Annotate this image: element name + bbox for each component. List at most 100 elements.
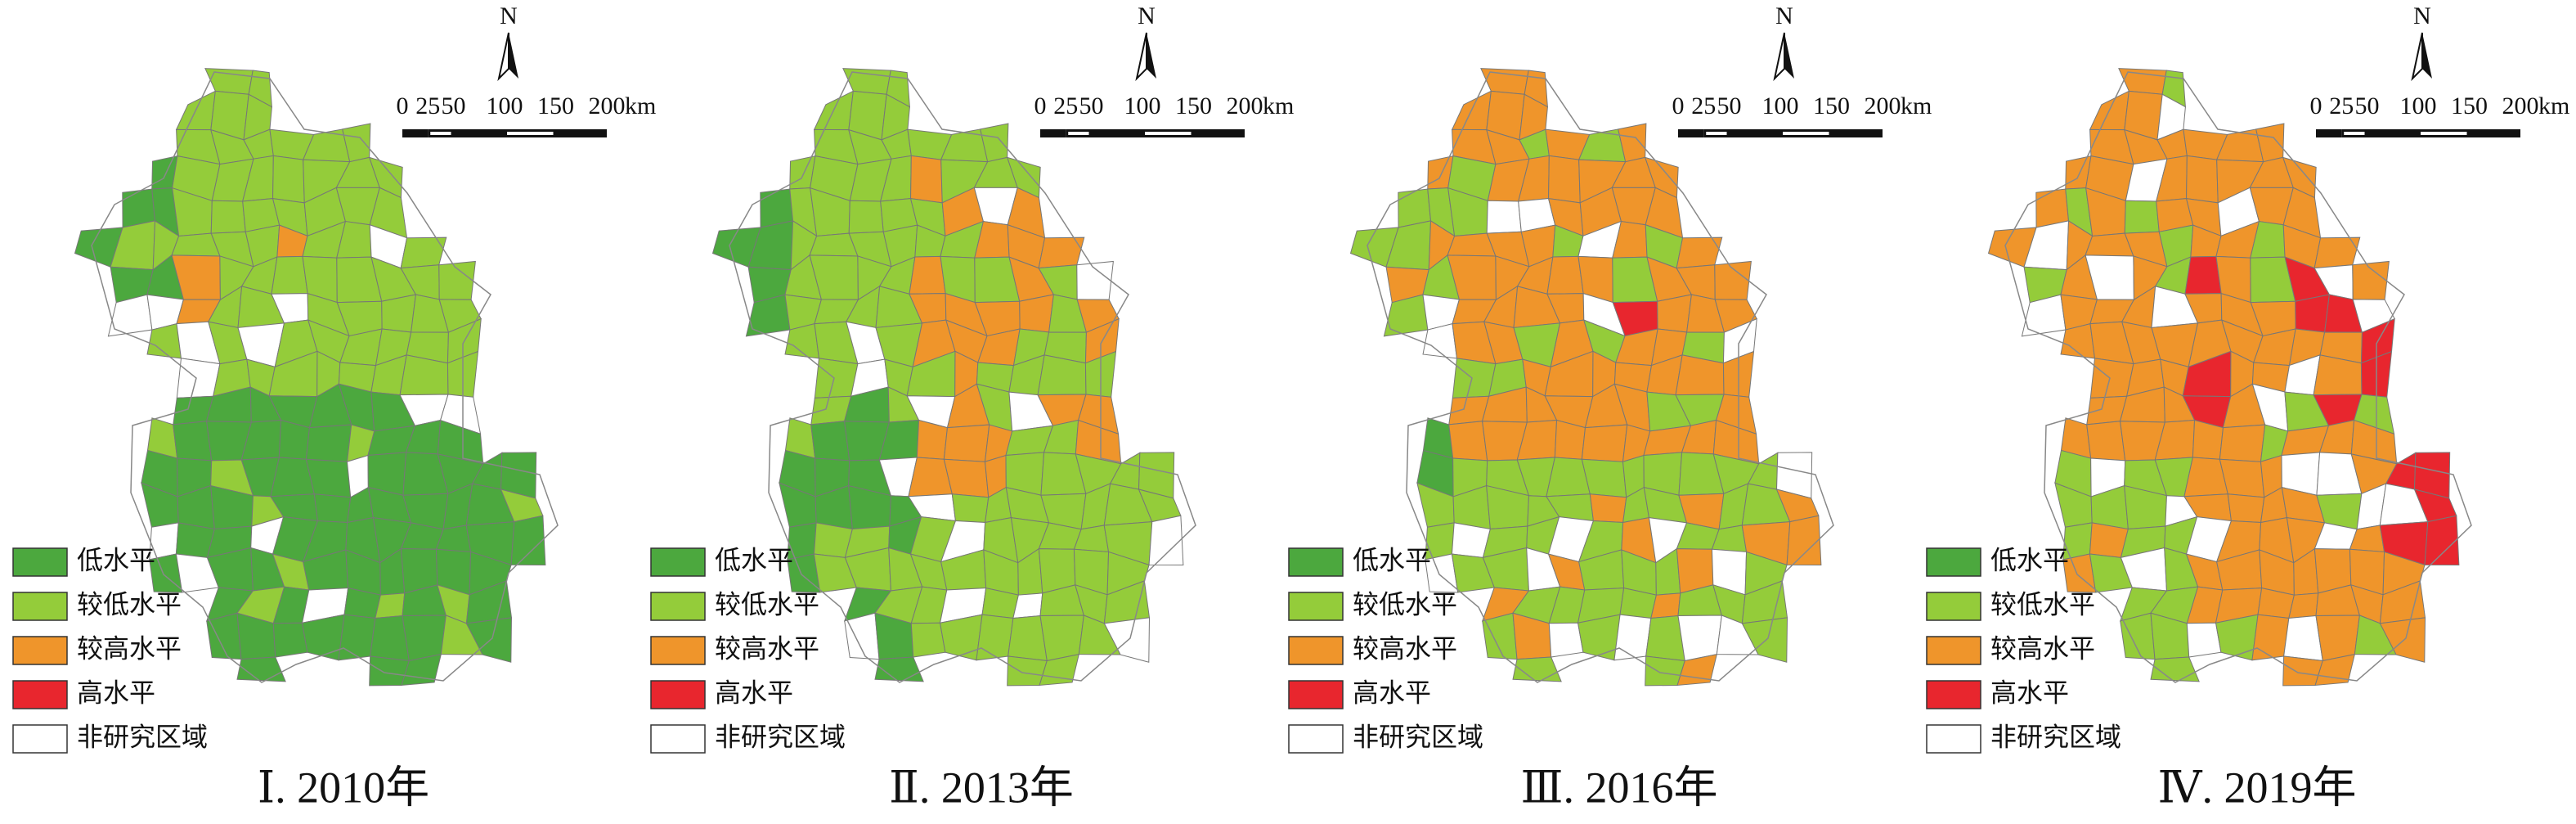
north-label: N <box>500 2 518 29</box>
scale-segment <box>1091 129 1142 137</box>
scale-label: 50 <box>1717 92 1742 119</box>
legend-label: 高水平 <box>1353 678 1431 707</box>
region <box>2124 200 2160 234</box>
province-outline <box>91 71 559 683</box>
region <box>1383 294 1429 337</box>
region <box>951 493 990 524</box>
scale-label: 0 <box>397 92 409 119</box>
scale-segment-inner <box>2421 132 2467 135</box>
province-outline <box>1367 71 1834 683</box>
north-arrow-left <box>1135 32 1147 82</box>
north-label: N <box>1775 2 1793 29</box>
legend-label: 非研究区域 <box>715 722 846 751</box>
region <box>1076 260 1114 300</box>
region <box>510 515 546 565</box>
region <box>910 155 943 204</box>
north-arrow-right <box>1784 33 1794 79</box>
legend-label: 较高水平 <box>715 633 819 663</box>
region <box>2315 615 2360 662</box>
region <box>1581 424 1628 462</box>
region <box>2186 155 2219 204</box>
legend-swatch <box>1288 680 1344 709</box>
region <box>2227 493 2265 524</box>
region <box>1448 421 1488 462</box>
scale-label: 25 <box>1691 92 1716 119</box>
region <box>313 493 352 524</box>
scale-label: 150 <box>1175 92 1212 119</box>
legend-swatch <box>1288 547 1344 577</box>
region <box>1019 294 1054 333</box>
region <box>301 614 345 661</box>
panel-title: Ⅳ. 2019年 <box>2158 763 2357 812</box>
legend-swatch <box>1926 724 1981 754</box>
region <box>338 614 376 661</box>
legend-label: 较高水平 <box>77 633 182 663</box>
north-arrow-left <box>1773 32 1785 82</box>
scale-label: 100 <box>1762 92 1799 119</box>
region <box>2150 656 2200 682</box>
region <box>745 294 791 337</box>
legend-swatch <box>1926 636 1981 665</box>
scale-segment-inner <box>1783 132 1829 135</box>
region <box>272 622 308 658</box>
region <box>236 656 286 682</box>
scale-segment-inner <box>1706 132 1727 135</box>
scale-label: 200 <box>1865 92 1901 119</box>
region <box>1554 419 1586 460</box>
legend-label: 较高水平 <box>1990 633 2095 663</box>
region <box>916 419 949 460</box>
region <box>401 653 442 687</box>
panel-title: Ⅲ. 2016年 <box>1520 763 1717 812</box>
north-label: N <box>2413 2 2431 29</box>
scale-segment <box>2469 129 2520 137</box>
region <box>2215 614 2259 661</box>
north-arrow-right <box>2422 33 2432 79</box>
legend-label: 较低水平 <box>77 589 182 619</box>
legend-label: 非研究区域 <box>77 722 208 751</box>
legend-label: 非研究区域 <box>1990 722 2121 751</box>
scale-segment <box>1678 129 1704 137</box>
legend-label: 较低水平 <box>1990 589 2095 619</box>
region <box>1512 656 1562 682</box>
legend-label: 高水平 <box>1990 678 2069 707</box>
region <box>173 421 213 462</box>
region <box>1480 68 1529 95</box>
legend-label: 较低水平 <box>1353 589 1457 619</box>
legend-label: 较低水平 <box>715 589 819 619</box>
scale-label: 50 <box>2355 92 2380 119</box>
region <box>2086 421 2126 462</box>
legend-swatch <box>1926 547 1981 577</box>
region <box>1148 515 1184 565</box>
north-arrow-left <box>497 32 509 82</box>
legend-swatch <box>12 680 68 709</box>
region <box>2295 294 2330 333</box>
scale-segment <box>2316 129 2342 137</box>
legend-swatch <box>1288 724 1344 754</box>
region <box>1548 155 1581 204</box>
scale-label: 0 <box>1034 92 1047 119</box>
region <box>1482 612 1518 660</box>
scale-label: 25 <box>1053 92 1078 119</box>
scale-unit: km <box>625 92 656 119</box>
legend-swatch <box>12 636 68 665</box>
scale-segment <box>453 129 505 137</box>
region <box>2424 515 2460 565</box>
region <box>278 419 311 460</box>
scale-unit: km <box>1263 92 1294 119</box>
scale-label: 200 <box>589 92 626 119</box>
scale-segment-inner <box>430 132 451 135</box>
scale-segment <box>1193 129 1245 137</box>
scale-label: 100 <box>1124 92 1161 119</box>
scale-label: 200 <box>2502 92 2539 119</box>
region <box>939 614 983 661</box>
region <box>2089 358 2134 398</box>
scale-label: 0 <box>1672 92 1685 119</box>
legend-label: 低水平 <box>77 545 155 574</box>
region <box>1613 614 1652 661</box>
region <box>2352 260 2390 300</box>
scale-label: 0 <box>2310 92 2322 119</box>
